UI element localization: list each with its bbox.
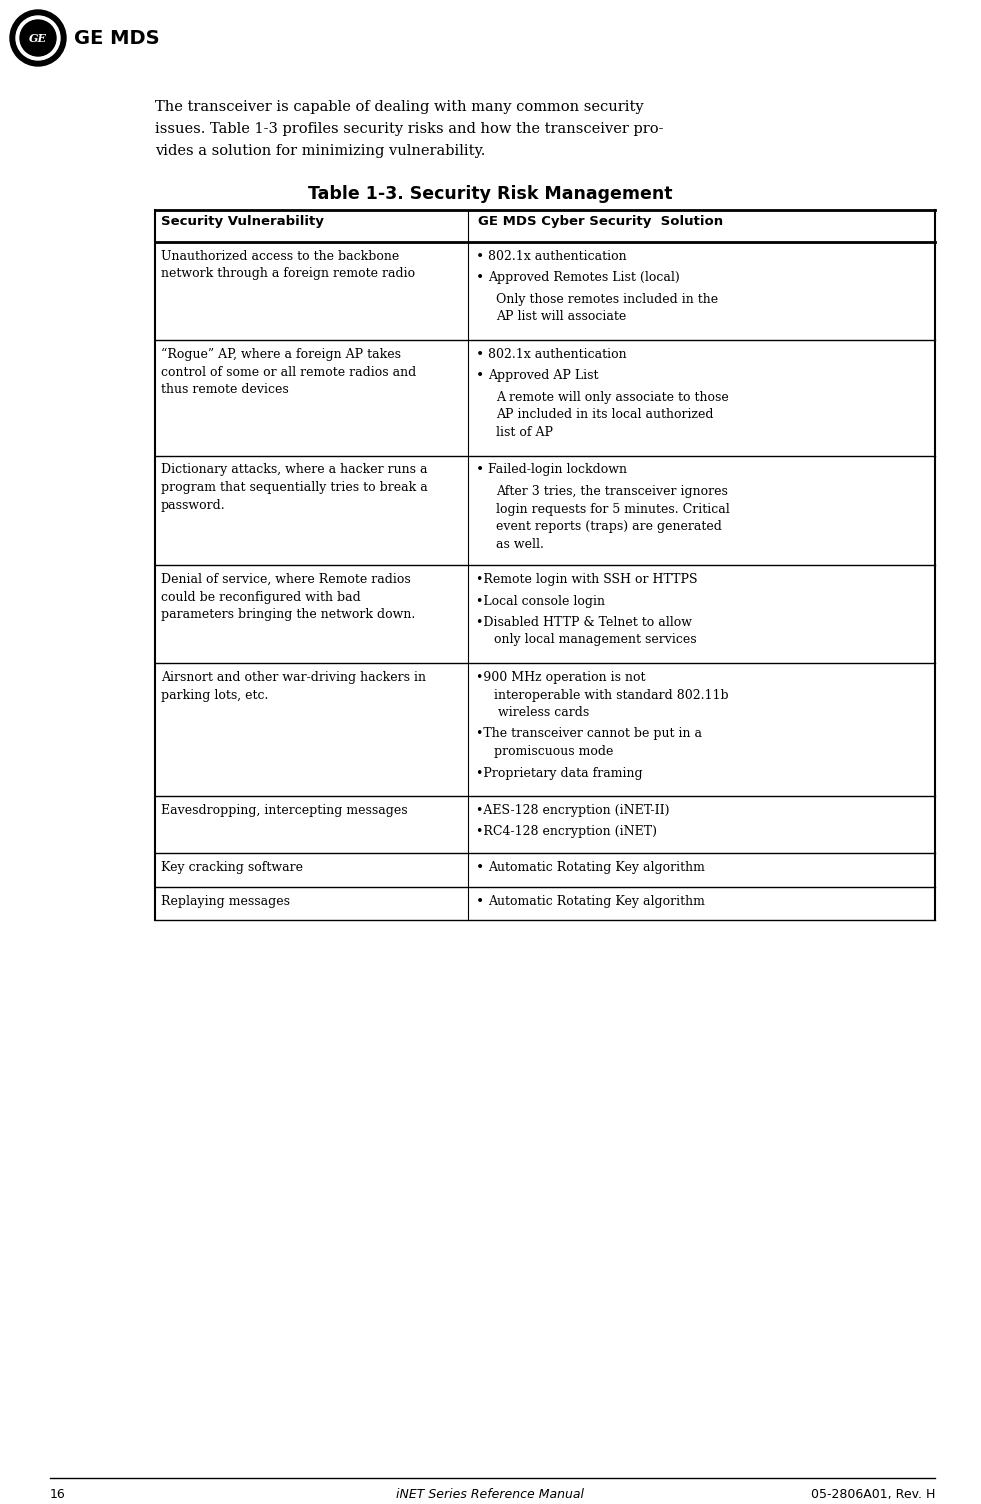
Text: The transceiver is capable of dealing with many common security: The transceiver is capable of dealing wi… xyxy=(155,99,644,114)
Text: •900 MHz operation is not: •900 MHz operation is not xyxy=(476,671,645,684)
Text: control of some or all remote radios and: control of some or all remote radios and xyxy=(161,365,416,379)
Text: GE MDS Cyber Security  Solution: GE MDS Cyber Security Solution xyxy=(478,215,723,229)
Text: could be reconfigured with bad: could be reconfigured with bad xyxy=(161,591,361,603)
Text: GE: GE xyxy=(29,33,47,44)
Text: event reports (traps) are generated: event reports (traps) are generated xyxy=(496,520,722,532)
Text: •Disabled HTTP & Telnet to allow: •Disabled HTTP & Telnet to allow xyxy=(476,617,692,629)
Text: Table 1-3. Security Risk Management: Table 1-3. Security Risk Management xyxy=(308,185,672,203)
Text: •: • xyxy=(476,463,485,477)
Text: •: • xyxy=(476,250,485,265)
Text: Key cracking software: Key cracking software xyxy=(161,860,303,874)
Text: GE MDS: GE MDS xyxy=(74,29,160,48)
Text: Automatic Rotating Key algorithm: Automatic Rotating Key algorithm xyxy=(488,895,705,907)
Text: •: • xyxy=(476,347,485,362)
Text: After 3 tries, the transceiver ignores: After 3 tries, the transceiver ignores xyxy=(496,484,728,498)
Text: thus remote devices: thus remote devices xyxy=(161,384,288,396)
Text: •: • xyxy=(476,272,485,286)
Text: Airsnort and other war-driving hackers in: Airsnort and other war-driving hackers i… xyxy=(161,671,426,684)
Text: Dictionary attacks, where a hacker runs a: Dictionary attacks, where a hacker runs … xyxy=(161,463,428,477)
Text: network through a foreign remote radio: network through a foreign remote radio xyxy=(161,268,415,281)
Text: Approved Remotes List (local): Approved Remotes List (local) xyxy=(488,272,680,284)
Text: •The transceiver cannot be put in a: •The transceiver cannot be put in a xyxy=(476,728,702,740)
Text: AP included in its local authorized: AP included in its local authorized xyxy=(496,409,713,421)
Text: 16: 16 xyxy=(50,1487,66,1501)
Text: 802.1x authentication: 802.1x authentication xyxy=(488,347,627,361)
Circle shape xyxy=(16,17,60,60)
Text: •: • xyxy=(476,370,485,384)
Text: Approved AP List: Approved AP List xyxy=(488,370,598,382)
Circle shape xyxy=(20,20,56,56)
Text: A remote will only associate to those: A remote will only associate to those xyxy=(496,391,729,405)
Text: Denial of service, where Remote radios: Denial of service, where Remote radios xyxy=(161,573,411,587)
Text: •: • xyxy=(476,860,485,875)
Text: interoperable with standard 802.11b: interoperable with standard 802.11b xyxy=(494,689,729,701)
Circle shape xyxy=(10,11,66,66)
Text: Replaying messages: Replaying messages xyxy=(161,895,290,907)
Text: •AES-128 encryption (iNET-II): •AES-128 encryption (iNET-II) xyxy=(476,805,669,817)
Text: password.: password. xyxy=(161,498,226,511)
Text: •: • xyxy=(476,895,485,908)
Text: •RC4-128 encryption (iNET): •RC4-128 encryption (iNET) xyxy=(476,826,657,839)
Text: •Proprietary data framing: •Proprietary data framing xyxy=(476,767,643,779)
Text: program that sequentially tries to break a: program that sequentially tries to break… xyxy=(161,481,428,493)
Text: Failed-login lockdown: Failed-login lockdown xyxy=(488,463,627,477)
Text: Security Vulnerability: Security Vulnerability xyxy=(161,215,324,229)
Text: parameters bringing the network down.: parameters bringing the network down. xyxy=(161,608,415,621)
Text: login requests for 5 minutes. Critical: login requests for 5 minutes. Critical xyxy=(496,502,730,516)
Text: “Rogue” AP, where a foreign AP takes: “Rogue” AP, where a foreign AP takes xyxy=(161,347,401,361)
Text: Eavesdropping, intercepting messages: Eavesdropping, intercepting messages xyxy=(161,805,408,817)
Text: promiscuous mode: promiscuous mode xyxy=(494,744,613,758)
Text: AP list will associate: AP list will associate xyxy=(496,310,626,323)
Text: 802.1x authentication: 802.1x authentication xyxy=(488,250,627,263)
Text: list of AP: list of AP xyxy=(496,426,553,439)
Text: issues. Table 1-3 profiles security risks and how the transceiver pro-: issues. Table 1-3 profiles security risk… xyxy=(155,122,663,135)
Text: Only those remotes included in the: Only those remotes included in the xyxy=(496,293,718,305)
Text: as well.: as well. xyxy=(496,537,543,550)
Text: Unauthorized access to the backbone: Unauthorized access to the backbone xyxy=(161,250,399,263)
Text: iNET Series Reference Manual: iNET Series Reference Manual xyxy=(396,1487,584,1501)
Text: •Local console login: •Local console login xyxy=(476,594,605,608)
Text: •Remote login with SSH or HTTPS: •Remote login with SSH or HTTPS xyxy=(476,573,697,587)
Text: 05-2806A01, Rev. H: 05-2806A01, Rev. H xyxy=(810,1487,935,1501)
Text: parking lots, etc.: parking lots, etc. xyxy=(161,689,269,701)
Text: vides a solution for minimizing vulnerability.: vides a solution for minimizing vulnerab… xyxy=(155,144,486,158)
Text: only local management services: only local management services xyxy=(494,633,697,647)
Text: wireless cards: wireless cards xyxy=(494,705,590,719)
Text: Automatic Rotating Key algorithm: Automatic Rotating Key algorithm xyxy=(488,860,705,874)
